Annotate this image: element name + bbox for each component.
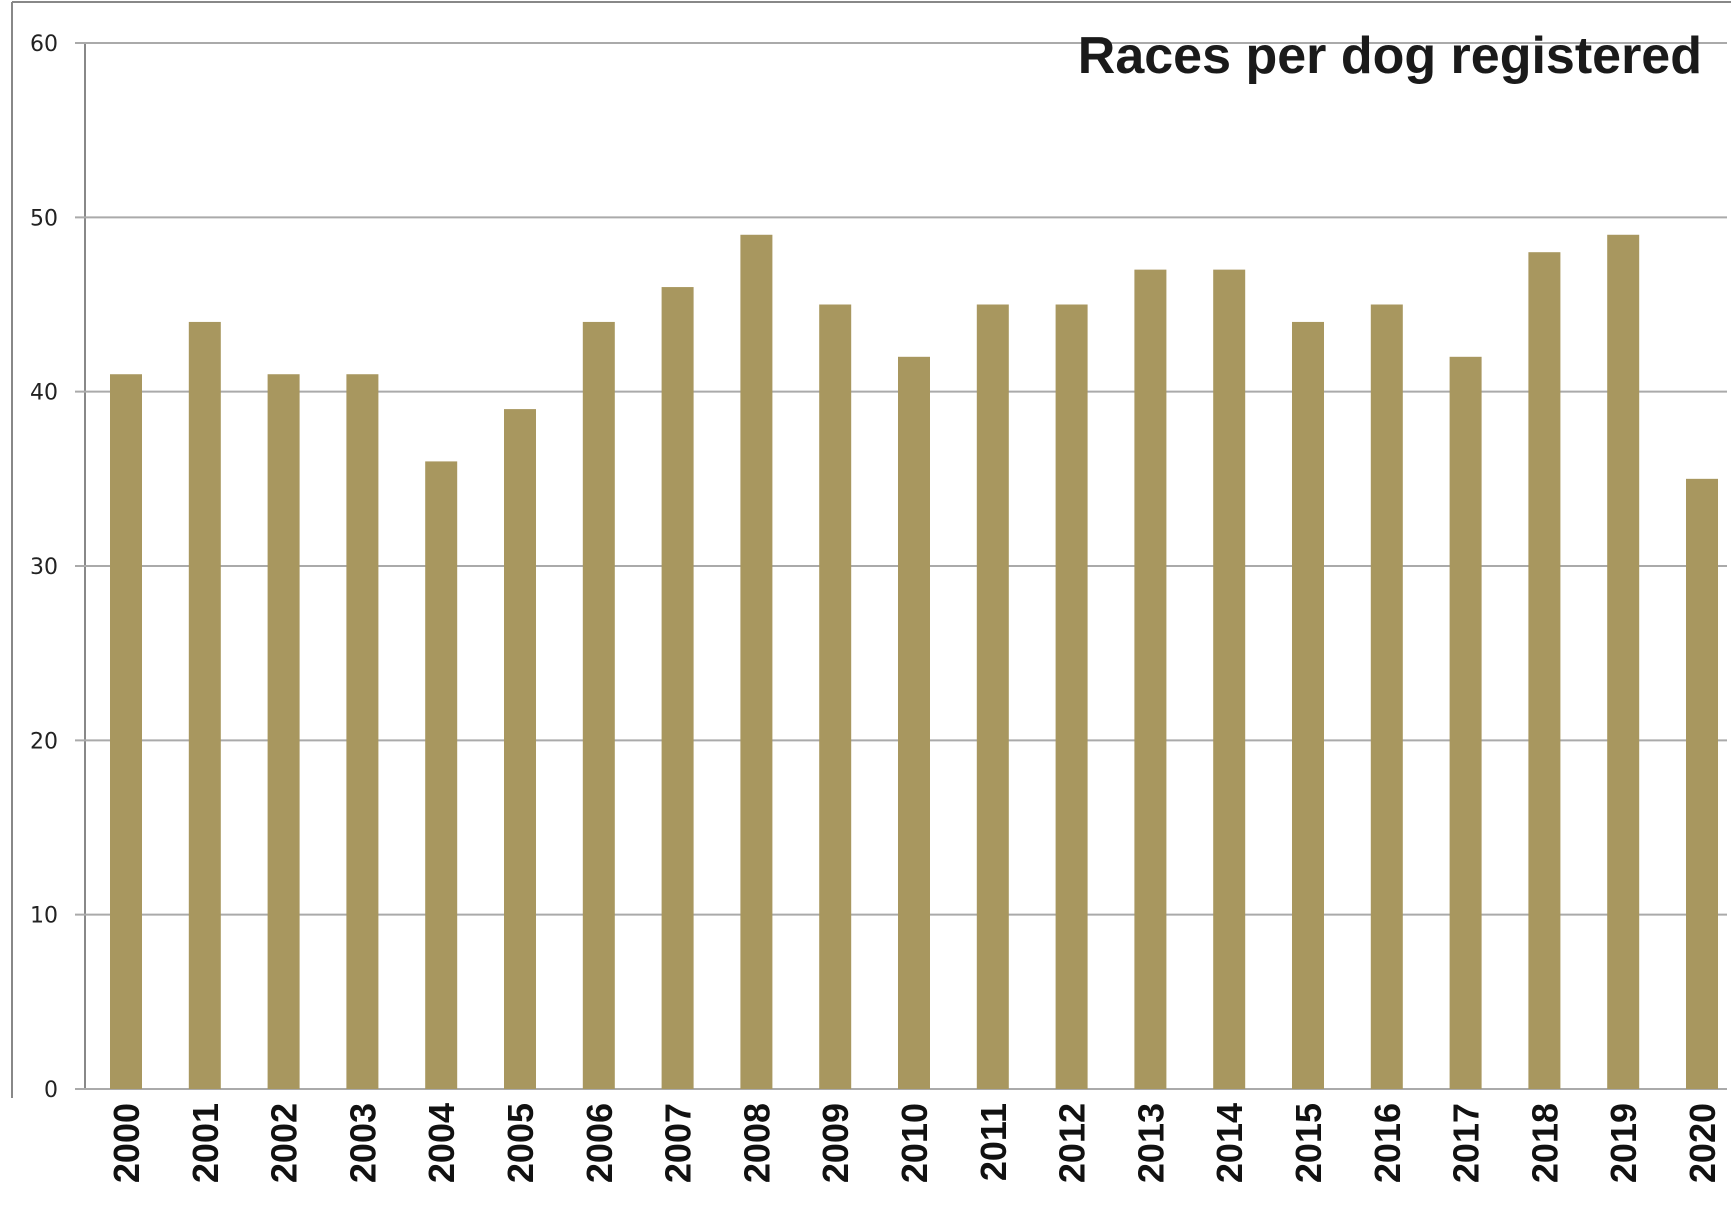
- bar-2004: [425, 461, 458, 1089]
- x-tick-label: 2002: [264, 1103, 305, 1183]
- bar-2008: [740, 234, 773, 1089]
- x-tick-label: 2006: [579, 1103, 620, 1183]
- x-tick-label: 2019: [1603, 1103, 1644, 1183]
- x-tick-label: 2001: [185, 1103, 226, 1183]
- x-tick-label: 2010: [894, 1103, 935, 1183]
- bar-2010: [898, 356, 930, 1089]
- y-tick-label: 30: [30, 555, 58, 580]
- bar-2011: [976, 304, 1009, 1089]
- bar-2016: [1370, 304, 1403, 1089]
- bar-2014: [1213, 269, 1246, 1090]
- x-tick-label: 2000: [106, 1103, 147, 1183]
- x-tick-label: 2007: [658, 1103, 699, 1183]
- y-tick-label: 60: [30, 32, 58, 57]
- bar-2003: [346, 374, 379, 1089]
- bar-2020: [1686, 478, 1718, 1089]
- bar-2018: [1528, 252, 1561, 1089]
- bar-2013: [1134, 269, 1167, 1090]
- bar-2007: [661, 287, 694, 1090]
- x-tick-label: 2020: [1682, 1103, 1723, 1183]
- bar-2009: [819, 304, 852, 1089]
- x-tick-label: 2005: [500, 1103, 541, 1183]
- x-tick-label: 2009: [815, 1103, 856, 1183]
- x-tick-label: 2011: [973, 1103, 1014, 1181]
- x-tick-label: 2013: [1130, 1103, 1171, 1183]
- x-axis-ticks: 2000 2001 2002 2003 2004 2005 2006 2007 2008 2009…: [106, 1103, 1723, 1183]
- y-tick-label: 20: [30, 729, 58, 754]
- x-tick-label: 2008: [736, 1103, 777, 1183]
- x-tick-label: 2016: [1367, 1103, 1408, 1183]
- x-tick-label: 2015: [1288, 1103, 1329, 1183]
- bars: [110, 234, 1718, 1090]
- bar-2019: [1607, 234, 1640, 1089]
- x-tick-label: 2003: [342, 1103, 383, 1183]
- y-tick-label: 0: [44, 1078, 58, 1103]
- bar-2001: [188, 321, 221, 1089]
- y-axis-ticks: 0 10 20 30 40 50 60: [30, 32, 58, 1103]
- y-tick-label: 10: [30, 904, 58, 929]
- bar-2017: [1449, 356, 1482, 1089]
- x-tick-label: 2014: [1209, 1103, 1250, 1183]
- x-tick-label: 2018: [1524, 1103, 1565, 1183]
- chart-title: Races per dog registered: [1078, 27, 1702, 85]
- bar-2002: [267, 374, 300, 1089]
- y-tick-label: 50: [30, 206, 58, 231]
- bar-2006: [582, 321, 615, 1089]
- x-tick-label: 2012: [1052, 1103, 1093, 1183]
- y-tick-label: 40: [30, 381, 58, 406]
- x-tick-label: 2017: [1446, 1103, 1487, 1183]
- bar-2000: [110, 374, 142, 1089]
- bar-2005: [504, 409, 536, 1090]
- bar-2012: [1055, 304, 1088, 1089]
- x-tick-label: 2004: [421, 1103, 462, 1183]
- bar-2015: [1292, 321, 1324, 1089]
